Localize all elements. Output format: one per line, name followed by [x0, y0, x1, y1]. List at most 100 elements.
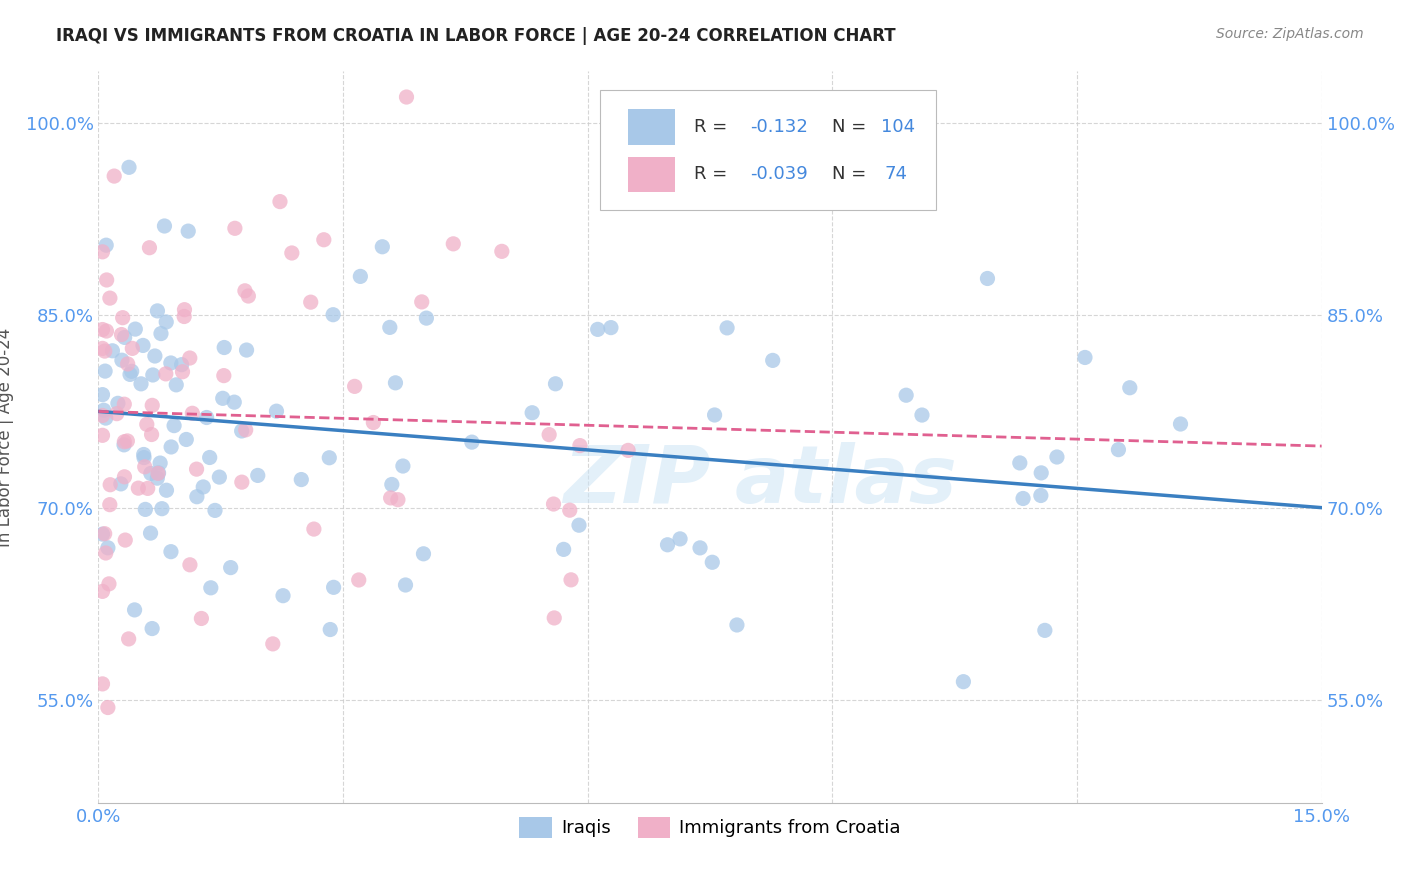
- Point: [441, 236, 464, 251]
- Point: [132, 448, 155, 462]
- Point: [266, 404, 288, 418]
- Point: [387, 492, 409, 507]
- Point: [568, 439, 591, 453]
- Point: [381, 477, 404, 491]
- Point: [411, 294, 433, 309]
- Point: [689, 541, 711, 555]
- Point: [716, 321, 738, 335]
- Point: [121, 342, 143, 356]
- Point: [762, 353, 785, 368]
- Point: [174, 433, 197, 447]
- Point: [172, 365, 194, 379]
- Point: [543, 497, 565, 511]
- Point: [93, 526, 115, 541]
- Point: [146, 471, 169, 485]
- Point: [1119, 381, 1142, 395]
- Bar: [628, 157, 675, 192]
- Point: [212, 341, 235, 355]
- Point: [290, 473, 312, 487]
- Point: [105, 407, 128, 421]
- Point: [271, 589, 294, 603]
- Point: [349, 269, 371, 284]
- Point: [98, 498, 121, 512]
- Point: [394, 578, 416, 592]
- Point: [560, 573, 582, 587]
- Point: [1033, 624, 1056, 638]
- Point: [322, 580, 344, 594]
- Point: [186, 490, 208, 504]
- Point: [491, 244, 513, 259]
- Point: [224, 221, 246, 235]
- Point: [558, 503, 581, 517]
- Point: [110, 476, 132, 491]
- Point: [98, 291, 121, 305]
- Point: [318, 450, 340, 465]
- Point: [543, 611, 565, 625]
- Point: [702, 555, 724, 569]
- Point: [269, 194, 291, 209]
- Point: [586, 322, 609, 336]
- Point: [319, 623, 342, 637]
- Point: [98, 477, 121, 491]
- Point: [97, 700, 120, 714]
- Point: [181, 406, 204, 420]
- Point: [179, 558, 201, 572]
- Point: [155, 367, 177, 381]
- Point: [322, 308, 344, 322]
- Point: [141, 398, 163, 412]
- Point: [150, 501, 173, 516]
- Point: [392, 458, 415, 473]
- Point: [1107, 442, 1129, 457]
- Text: 74: 74: [884, 166, 908, 184]
- FancyBboxPatch shape: [600, 90, 936, 211]
- Text: -0.039: -0.039: [751, 166, 808, 184]
- Point: [96, 238, 118, 252]
- Point: [198, 450, 221, 465]
- Point: [134, 502, 156, 516]
- Point: [600, 320, 623, 334]
- Point: [219, 560, 242, 574]
- Text: Source: ZipAtlas.com: Source: ZipAtlas.com: [1216, 27, 1364, 41]
- Point: [231, 475, 253, 490]
- Y-axis label: In Labor Force | Age 20-24: In Labor Force | Age 20-24: [0, 327, 14, 547]
- Point: [299, 295, 322, 310]
- Point: [173, 310, 195, 324]
- Point: [212, 368, 235, 383]
- Text: R =: R =: [695, 166, 727, 184]
- Point: [395, 90, 418, 104]
- Point: [380, 491, 402, 505]
- Point: [384, 376, 406, 390]
- Point: [94, 344, 117, 359]
- Point: [121, 364, 143, 378]
- Point: [91, 244, 114, 259]
- Point: [703, 408, 725, 422]
- Point: [96, 324, 118, 338]
- Point: [91, 387, 114, 401]
- Point: [224, 395, 246, 409]
- Point: [129, 376, 152, 391]
- Point: [1046, 450, 1069, 464]
- Point: [139, 467, 162, 481]
- Point: [118, 161, 141, 175]
- Point: [412, 547, 434, 561]
- Point: [1008, 456, 1031, 470]
- Point: [312, 233, 335, 247]
- Point: [235, 423, 257, 437]
- Point: [669, 532, 692, 546]
- Point: [208, 470, 231, 484]
- Point: [343, 379, 366, 393]
- Point: [91, 584, 114, 599]
- Point: [952, 674, 974, 689]
- Point: [91, 677, 114, 691]
- Point: [110, 327, 132, 342]
- Point: [142, 368, 165, 382]
- Point: [149, 456, 172, 470]
- Text: N =: N =: [832, 166, 866, 184]
- Point: [1074, 351, 1097, 365]
- Point: [111, 353, 134, 368]
- Point: [238, 289, 260, 303]
- Point: [160, 440, 183, 454]
- Point: [97, 577, 120, 591]
- Point: [190, 611, 212, 625]
- Point: [195, 410, 218, 425]
